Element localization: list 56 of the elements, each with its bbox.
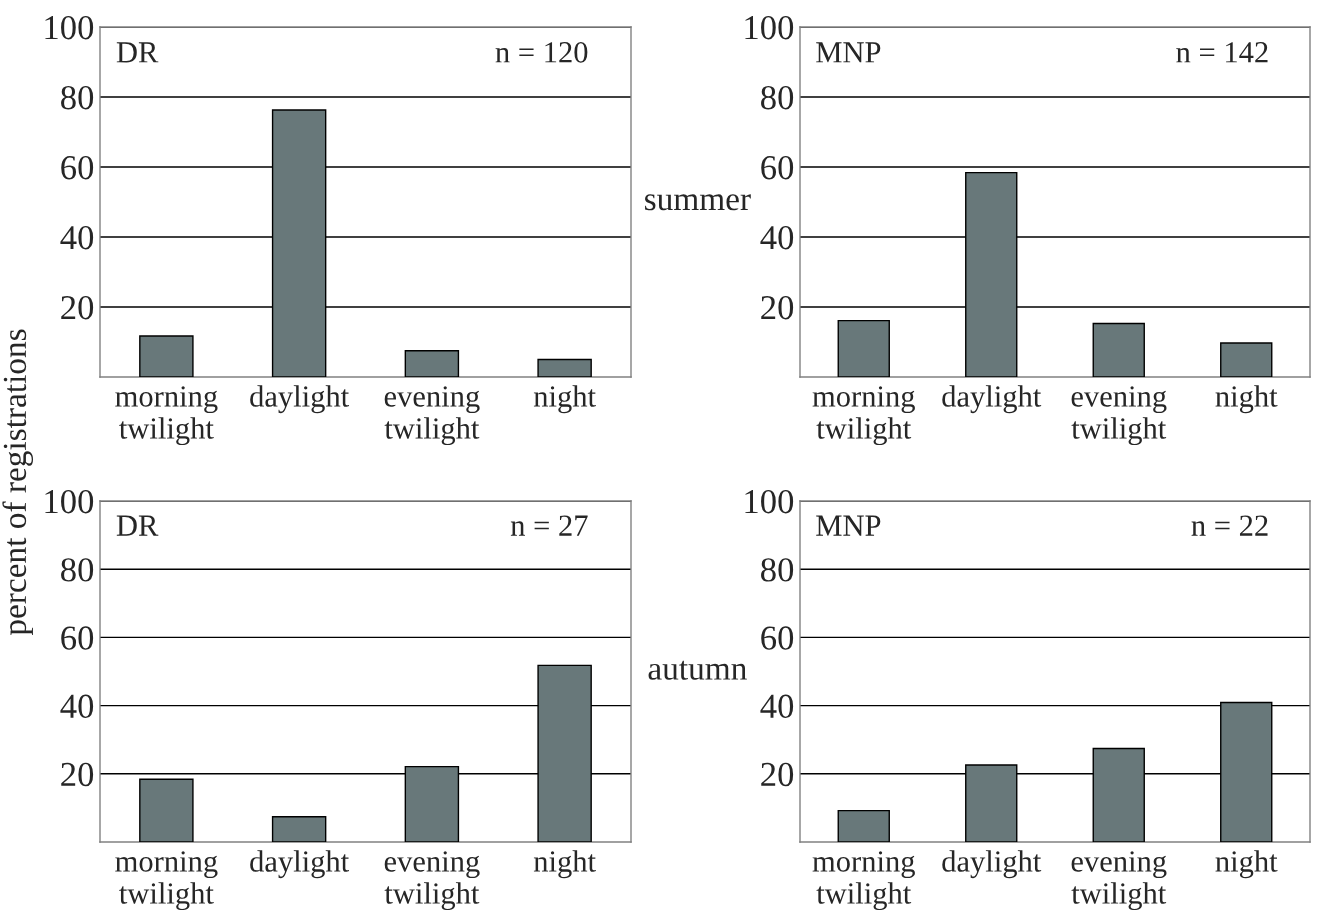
y-tick-label: 100	[45, 15, 94, 40]
y-tick-label: 60	[61, 626, 94, 650]
annotation: n = 120	[495, 42, 588, 63]
x-tick-label: morning twilight	[115, 851, 218, 910]
y-tick-label: 60	[761, 155, 794, 180]
y-tick-label: 40	[760, 694, 794, 718]
x-tick-label: evening twilight	[384, 851, 480, 910]
annotation: MNP	[816, 42, 881, 63]
y-tick-label: 60	[761, 626, 794, 650]
annotation: n = 142	[1176, 42, 1268, 63]
annotation: n = 27	[510, 515, 588, 536]
y-tick-label: 100	[745, 489, 794, 514]
text: autumn	[648, 660, 747, 680]
bar	[139, 335, 194, 377]
y-tick-label: 40	[760, 225, 794, 250]
annotation: DR	[116, 42, 159, 63]
text: summer	[645, 194, 751, 211]
y-tick-label: 100	[745, 15, 794, 40]
x-tick-label: daylight	[942, 385, 1042, 414]
y-axis-title: percent of registrations	[2, 329, 34, 636]
bar	[404, 350, 460, 377]
bar	[837, 809, 890, 842]
y-tick-label: 20	[61, 295, 94, 320]
y-tick-label: 20	[61, 762, 94, 787]
x-tick-label: evening twilight	[1071, 851, 1167, 910]
y-tick-label: 60	[61, 155, 94, 180]
bar	[139, 778, 194, 842]
annotation: DR	[116, 515, 159, 536]
bar	[271, 816, 327, 842]
y-tick-label: 80	[761, 85, 794, 110]
y-tick-label: 100	[45, 489, 94, 514]
bar	[1220, 342, 1273, 377]
bar	[537, 358, 592, 377]
x-tick-label: night	[533, 385, 596, 414]
x-tick-label: night	[533, 850, 596, 879]
x-tick-label: morning twilight	[812, 386, 915, 446]
y-tick-label: 20	[761, 762, 794, 787]
y-tick-label: 40	[60, 694, 94, 718]
y-tick-label: 80	[61, 85, 94, 110]
annotation: MNP	[816, 515, 881, 536]
x-tick-label: daylight	[942, 850, 1042, 879]
y-tick-label: 80	[61, 558, 94, 582]
y-tick-label: 40	[60, 225, 94, 250]
x-tick-label: evening twilight	[1071, 386, 1167, 446]
bar	[1092, 322, 1145, 377]
bar	[837, 319, 890, 377]
annotation: n = 22	[1191, 515, 1268, 536]
x-tick-label: daylight	[250, 385, 350, 414]
x-tick-label: morning twilight	[115, 386, 218, 446]
x-tick-label: night	[1215, 850, 1278, 879]
y-tick-label: 80	[761, 558, 794, 582]
x-tick-label: morning twilight	[812, 851, 915, 910]
y-tick-label: 20	[761, 295, 794, 320]
x-tick-label: night	[1215, 385, 1278, 414]
x-tick-label: daylight	[250, 850, 350, 879]
x-tick-label: evening twilight	[384, 386, 480, 446]
